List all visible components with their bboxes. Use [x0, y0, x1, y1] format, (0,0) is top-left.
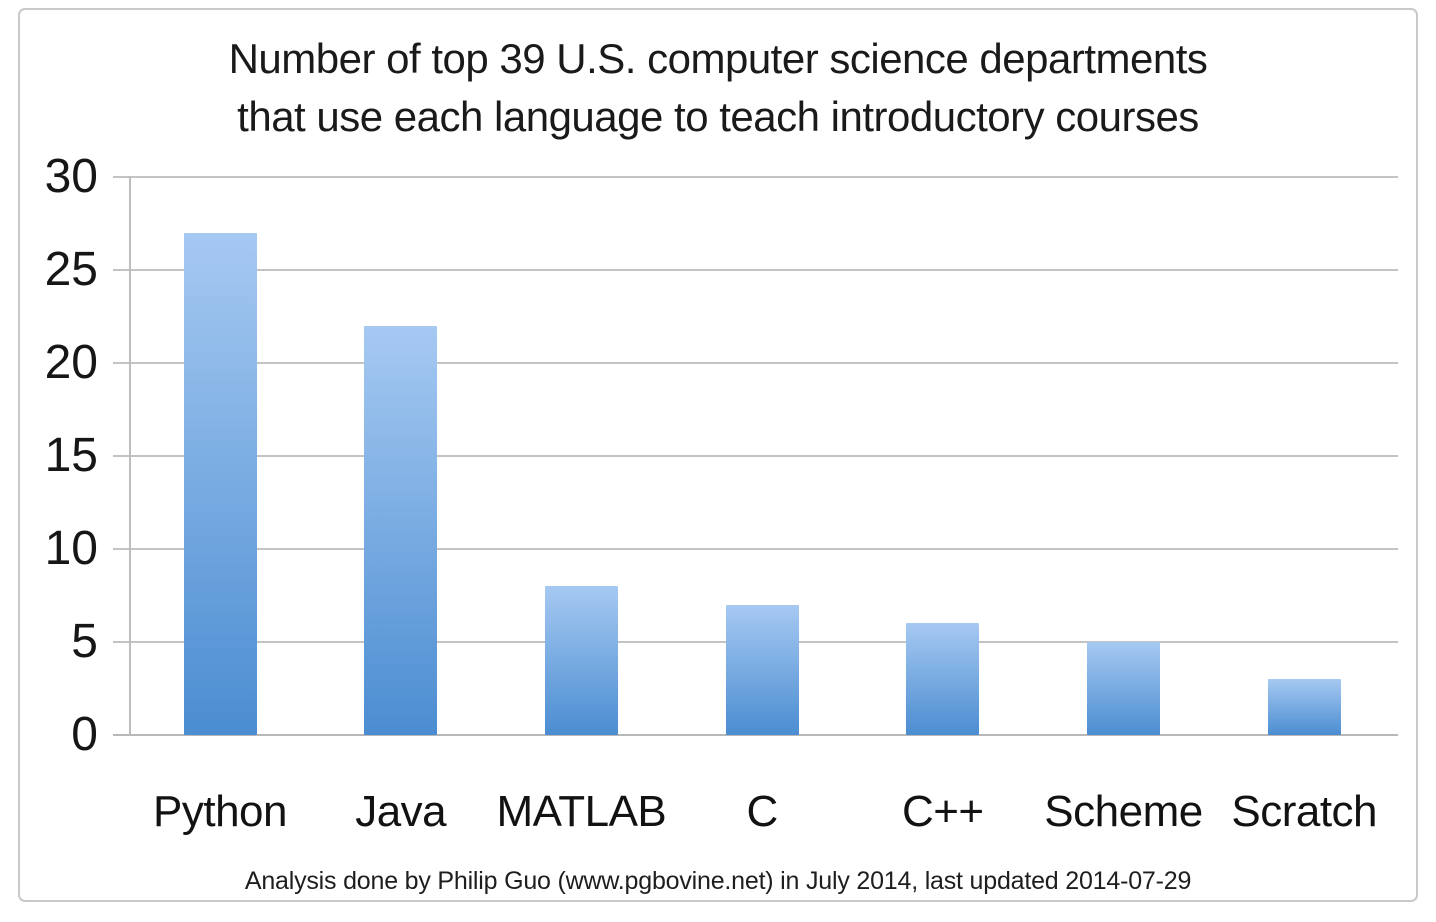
bar-scratch	[1267, 679, 1341, 735]
y-axis-line	[129, 176, 131, 736]
y-tick-label-30: 30	[44, 150, 98, 203]
bar-java	[364, 325, 438, 735]
gridline-10	[113, 548, 1398, 550]
bar-c	[725, 604, 799, 735]
chart-title-line-1: Number of top 39 U.S. computer science d…	[228, 35, 1208, 82]
x-label-c: C	[746, 787, 778, 836]
x-label-scratch: Scratch	[1231, 787, 1378, 836]
bar-cpp	[906, 623, 980, 735]
bar-python	[183, 232, 257, 735]
chart-title-line-2: that use each language to teach introduc…	[237, 93, 1199, 140]
gridline-0	[113, 734, 1398, 736]
y-tick-label-20: 20	[44, 336, 98, 389]
x-label-python: Python	[153, 787, 287, 836]
x-label-java: Java	[355, 787, 447, 836]
y-tick-label-0: 0	[71, 708, 98, 761]
gridline-20	[113, 362, 1398, 364]
x-label-matlab: MATLAB	[496, 787, 667, 836]
bar-scheme	[1087, 642, 1160, 735]
y-tick-label-15: 15	[44, 429, 98, 482]
x-label-cpp: C++	[901, 787, 984, 836]
gridline-25	[113, 269, 1398, 271]
y-tick-label-25: 25	[44, 243, 98, 296]
gridline-30	[113, 176, 1398, 178]
gridline-15	[113, 455, 1398, 457]
bar-matlab	[544, 586, 618, 735]
chart-frame-border	[18, 8, 1418, 902]
y-tick-label-5: 5	[71, 615, 98, 668]
chart-footnote: Analysis done by Philip Guo (www.pgbovin…	[244, 867, 1192, 895]
y-tick-label-10: 10	[44, 522, 98, 575]
chart-title: Number of top 39 U.S. computer science d…	[0, 30, 1436, 146]
x-label-scheme: Scheme	[1044, 787, 1203, 836]
